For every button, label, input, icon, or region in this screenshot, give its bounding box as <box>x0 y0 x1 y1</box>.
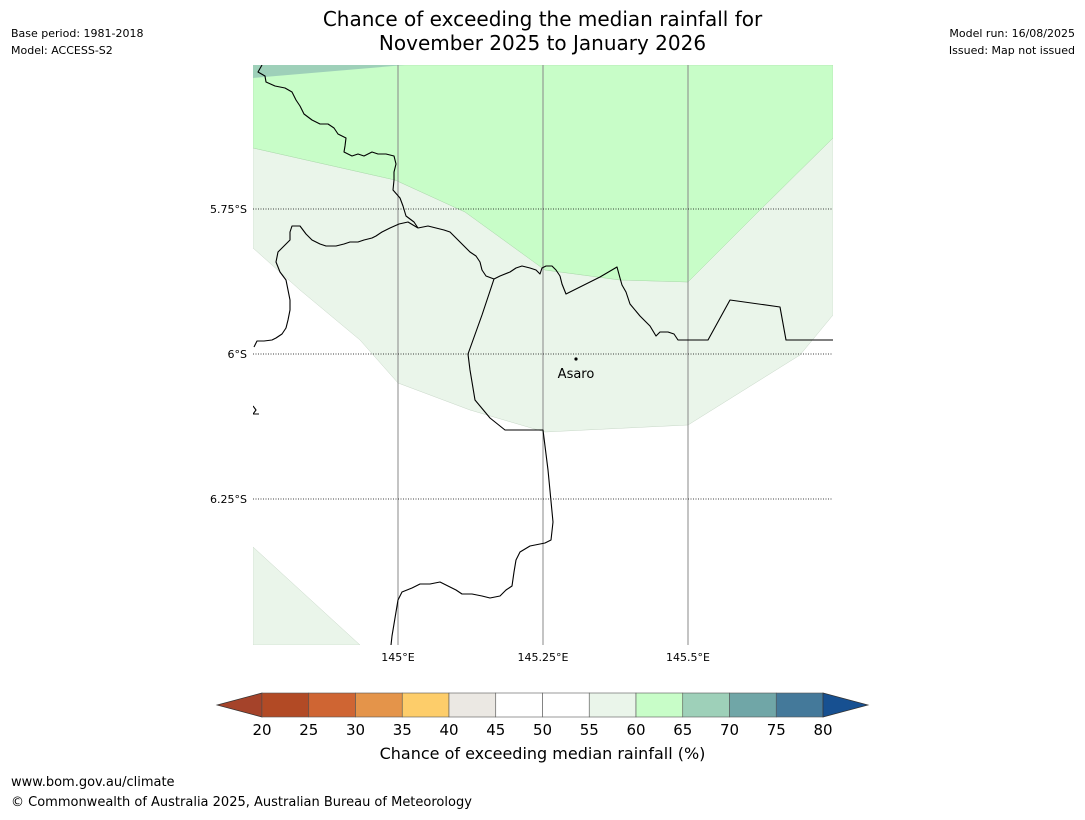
colorbar-tick-label: 60 <box>626 721 645 739</box>
lat-label-5-75s: 5.75°S <box>210 203 247 216</box>
probability-band-65-70 <box>253 65 405 78</box>
map-title-line1: Chance of exceeding the median rainfall … <box>322 7 763 31</box>
map-title-line2: November 2025 to January 2026 <box>378 31 707 55</box>
colorbar-segment <box>401 692 450 718</box>
lon-label-145-25e: 145.25°E <box>518 651 569 664</box>
colorbar-tick-label: 80 <box>813 721 832 739</box>
colorbar-tick-label: 25 <box>299 721 318 739</box>
colorbar-segment <box>588 692 637 718</box>
province-borders <box>253 65 833 645</box>
lat-label-6s: 6°S <box>228 348 247 361</box>
colorbar-tick-label: 30 <box>346 721 365 739</box>
colorbar-extend-high <box>822 692 870 718</box>
colorbar-tick-label: 70 <box>720 721 739 739</box>
colorbar-tick-label: 75 <box>767 721 786 739</box>
model-text: Model: ACCESS-S2 <box>11 44 113 57</box>
colorbar-tick-label: 35 <box>393 721 412 739</box>
colorbar-label: Chance of exceeding median rainfall (%) <box>379 744 706 763</box>
colorbar-segment <box>261 692 310 718</box>
asaro-marker <box>574 357 578 361</box>
colorbar-extend-low <box>215 692 263 718</box>
colorbar-segment <box>729 692 777 718</box>
map-title: Chance of exceeding the median rainfall … <box>0 7 1085 55</box>
colorbar-segment <box>495 692 543 718</box>
header-right-meta: Model run: 16/08/2025 Issued: Map not is… <box>949 25 1075 59</box>
map-canvas <box>253 65 833 645</box>
colorbar-segment <box>775 692 824 718</box>
lat-label-6-25s: 6.25°S <box>210 493 247 506</box>
place-label-asaro: Asaro <box>558 367 595 382</box>
footer-url: www.bom.gov.au/climate <box>11 775 175 790</box>
colorbar-tick-label: 45 <box>486 721 505 739</box>
colorbar-segment <box>308 692 356 718</box>
colorbar-tick-label: 50 <box>533 721 552 739</box>
base-period-text: Base period: 1981-2018 <box>11 27 144 40</box>
colorbar-tick-label: 20 <box>252 721 271 739</box>
probability-band-55-60-southwest <box>253 546 361 645</box>
colorbar-segment <box>355 692 403 718</box>
lon-label-145-5e: 145.5°E <box>666 651 710 664</box>
colorbar-segment <box>448 692 497 718</box>
colorbar-segment <box>542 692 590 718</box>
colorbar-segment <box>682 692 730 718</box>
header-left-meta: Base period: 1981-2018 Model: ACCESS-S2 <box>11 25 143 59</box>
colorbar-tick-label: 40 <box>439 721 458 739</box>
issued-text: Issued: Map not issued <box>948 44 1075 57</box>
colorbar-segment <box>635 692 684 718</box>
colorbar-tick-label: 55 <box>580 721 599 739</box>
lon-label-145e: 145°E <box>381 651 414 664</box>
colorbar-tick-label: 65 <box>673 721 692 739</box>
model-run-text: Model run: 16/08/2025 <box>949 27 1075 40</box>
colorbar: 20 25 30 35 40 45 50 55 60 65 70 75 80 <box>215 692 870 739</box>
footer-copyright: © Commonwealth of Australia 2025, Austra… <box>11 795 472 810</box>
